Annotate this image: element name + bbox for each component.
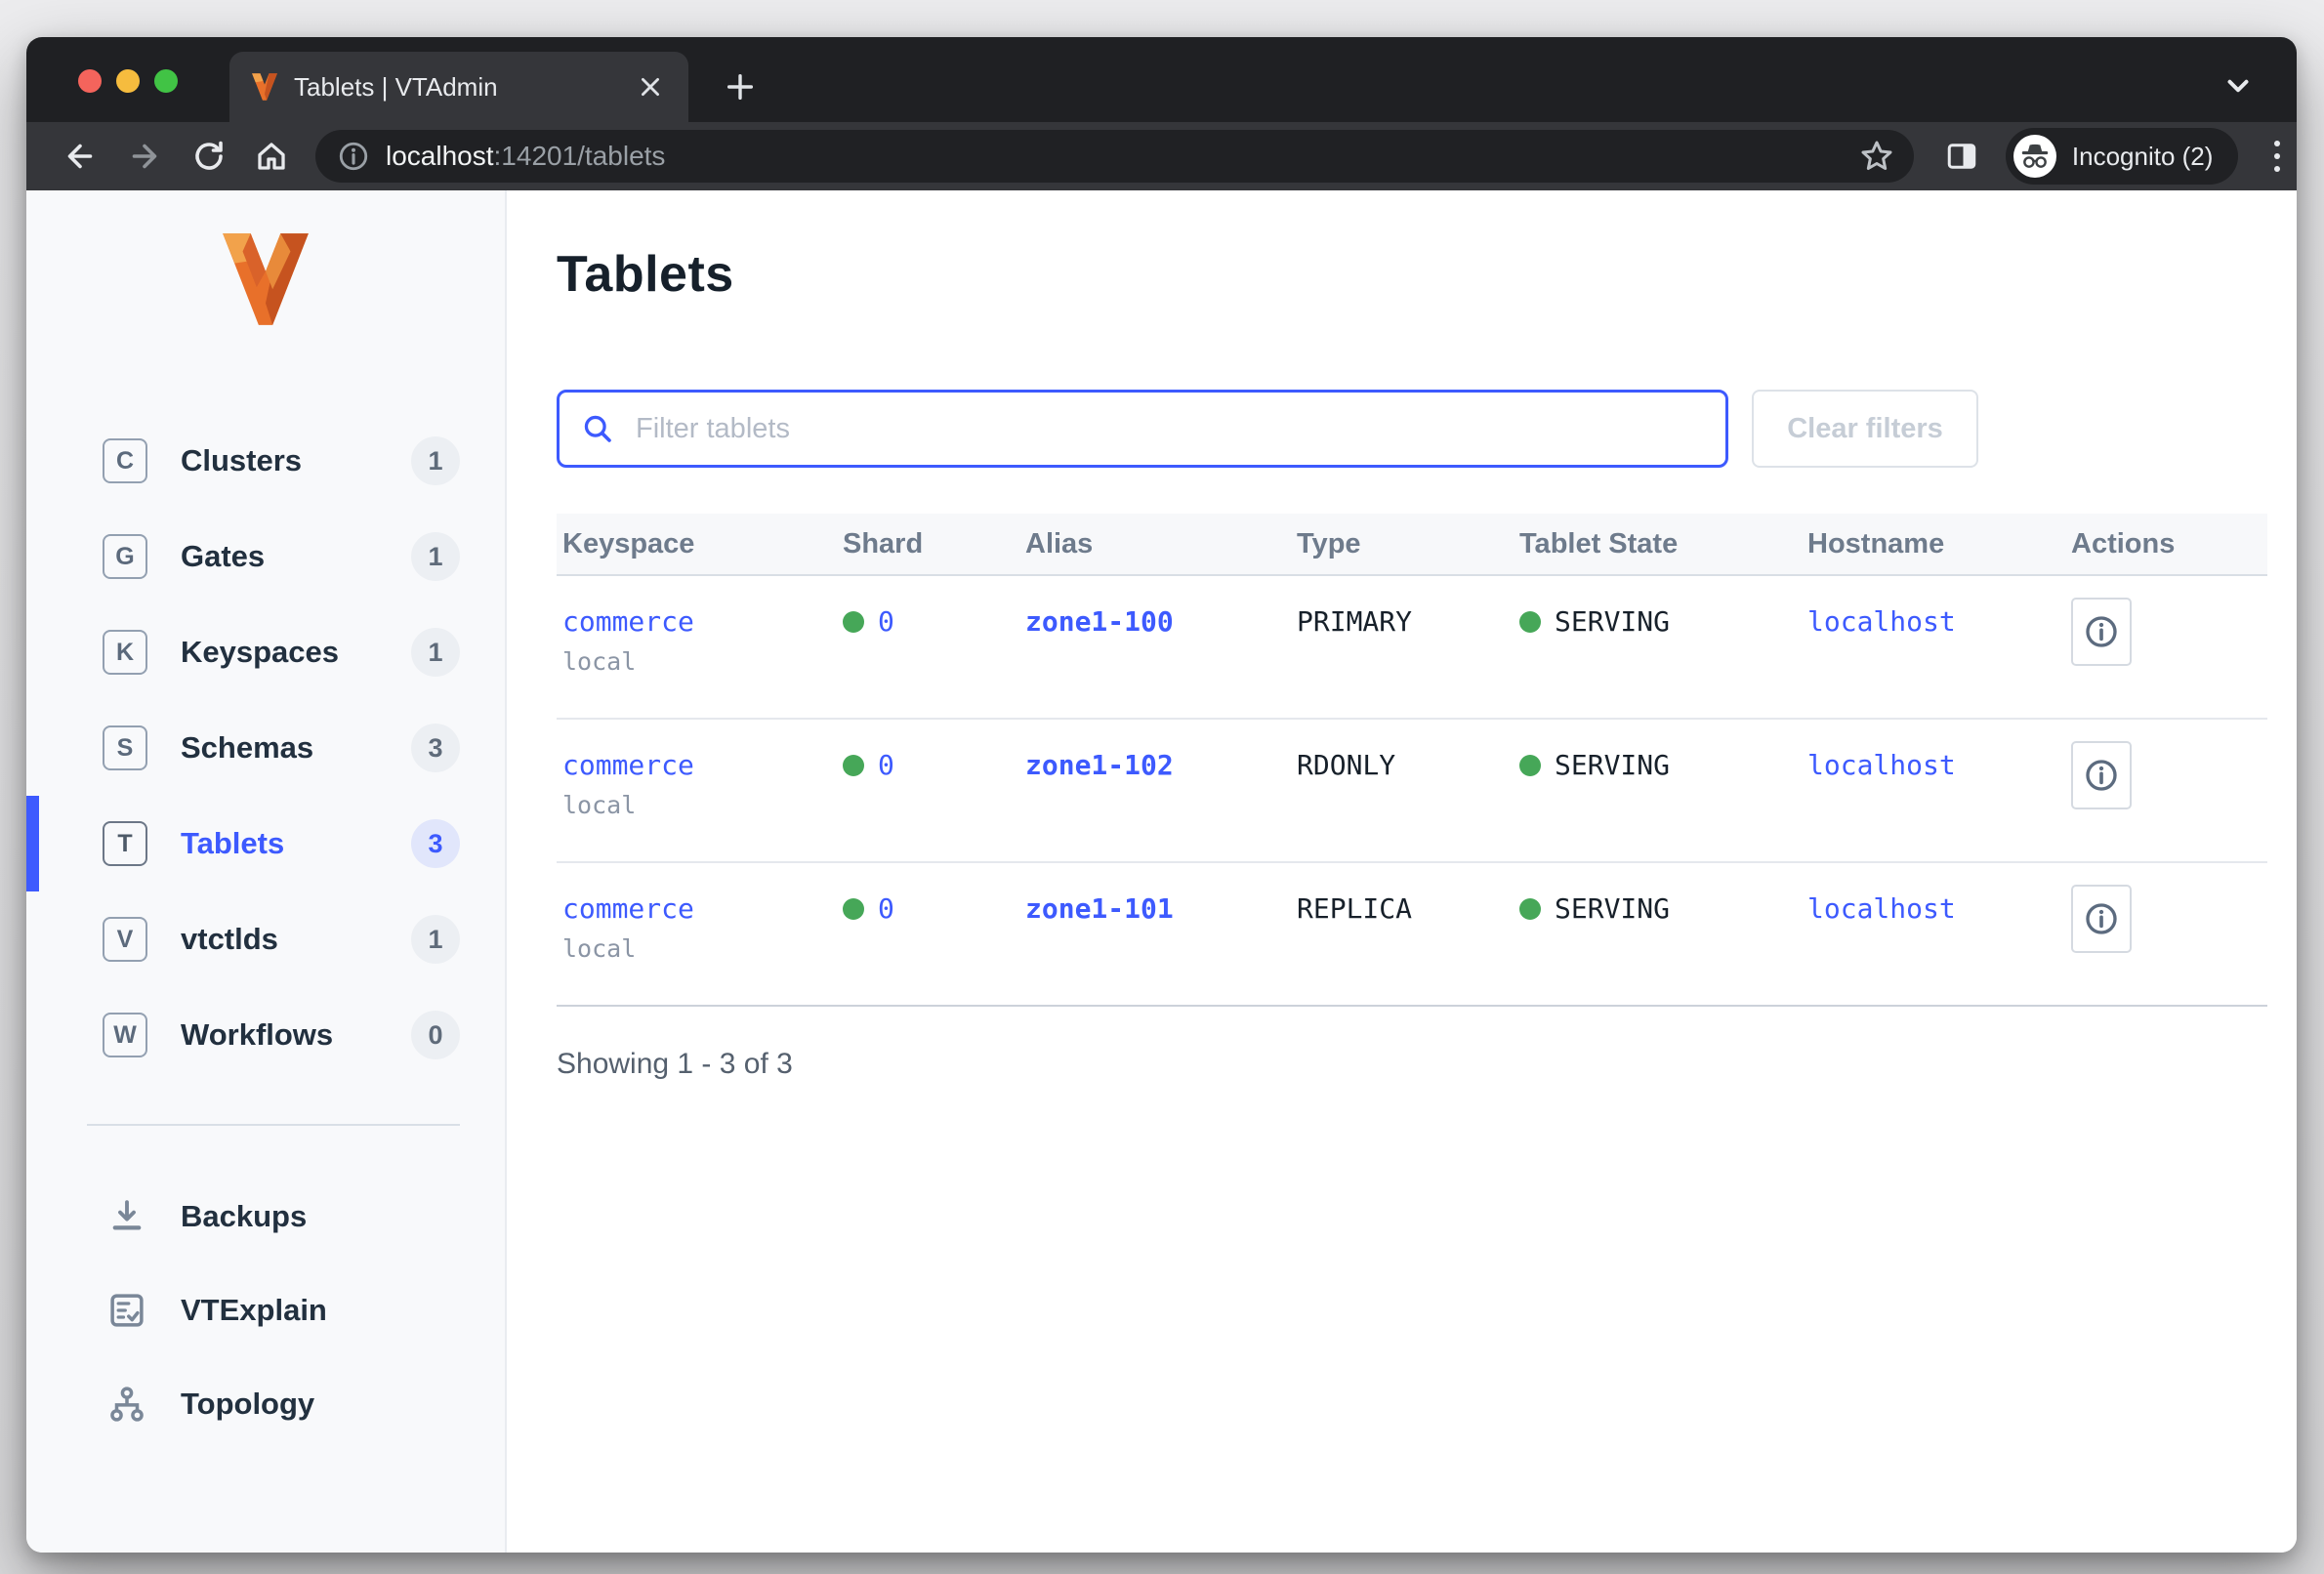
browser-menu-icon[interactable]	[2258, 134, 2297, 179]
hostname-link[interactable]: localhost	[1807, 749, 1956, 781]
state-serving-dot	[1519, 754, 1541, 776]
home-icon[interactable]	[245, 130, 298, 183]
shard-link[interactable]: 0	[878, 749, 894, 781]
workflows-letter-icon: W	[103, 1013, 147, 1057]
incognito-icon	[2013, 135, 2056, 178]
vitess-logo	[223, 233, 309, 325]
topology-graph-icon	[104, 1382, 149, 1427]
tablet-alias-link[interactable]: zone1-102	[1025, 749, 1174, 781]
minimize-window-button[interactable]	[116, 69, 140, 93]
side-panel-icon[interactable]	[1939, 134, 1984, 179]
tab-list-chevron-down-icon[interactable]	[2217, 64, 2260, 107]
tablet-alias-link[interactable]: zone1-101	[1025, 892, 1174, 925]
shard-link[interactable]: 0	[878, 892, 894, 925]
workflows-count-badge: 0	[411, 1011, 460, 1059]
tablet-alias-link[interactable]: zone1-100	[1025, 605, 1174, 638]
sidebar-item-tablets[interactable]: T Tablets 3	[26, 796, 505, 891]
clusters-letter-icon: C	[103, 438, 147, 483]
sidebar-divider	[87, 1124, 460, 1126]
cluster-name: local	[562, 647, 637, 676]
sidebar: C Clusters 1 G Gates 1 K Keyspaces 1 S S…	[26, 190, 507, 1553]
incognito-badge[interactable]: Incognito (2)	[2005, 128, 2239, 185]
vtctlds-letter-icon: V	[103, 917, 147, 962]
tablet-info-button[interactable]	[2071, 741, 2132, 809]
site-info-icon[interactable]	[337, 140, 370, 173]
keyspaces-count-badge: 1	[411, 628, 460, 677]
state-serving-dot	[1519, 610, 1541, 633]
vtctlds-count-badge: 1	[411, 915, 460, 964]
tablet-type: REPLICA	[1291, 863, 1514, 1007]
tablet-info-button[interactable]	[2071, 885, 2132, 953]
vitess-favicon	[252, 73, 277, 101]
sidebar-item-vtexplain[interactable]: VTExplain	[26, 1263, 505, 1357]
keyspace-link[interactable]: commerce	[562, 749, 694, 781]
sidebar-tools: Backups VTExplain Topology	[26, 1170, 505, 1451]
tab-close-icon[interactable]	[634, 70, 667, 104]
schemas-letter-icon: S	[103, 725, 147, 770]
sidebar-item-vtctlds[interactable]: V vtctlds 1	[26, 891, 505, 987]
gates-count-badge: 1	[411, 532, 460, 581]
sidebar-item-keyspaces[interactable]: K Keyspaces 1	[26, 604, 505, 700]
sidebar-item-workflows[interactable]: W Workflows 0	[26, 987, 505, 1083]
tablet-type: PRIMARY	[1291, 576, 1514, 720]
state-serving-dot	[1519, 897, 1541, 920]
browser-toolbar: localhost:14201/tablets Incognito (2)	[26, 122, 2297, 190]
shard-serving-dot	[843, 754, 864, 776]
tablet-state: SERVING	[1555, 892, 1671, 925]
sidebar-item-gates[interactable]: G Gates 1	[26, 509, 505, 604]
keyspaces-letter-icon: K	[103, 630, 147, 675]
filter-tablets-input[interactable]	[557, 390, 1728, 468]
zoom-window-button[interactable]	[154, 69, 178, 93]
cluster-name: local	[562, 791, 637, 819]
sidebar-item-topology[interactable]: Topology	[26, 1357, 505, 1451]
tablets-count-badge: 3	[411, 819, 460, 868]
close-window-button[interactable]	[78, 69, 102, 93]
url-text: localhost:14201/tablets	[386, 141, 666, 171]
tab-title: Tablets | VTAdmin	[294, 71, 498, 102]
tablet-state: SERVING	[1555, 749, 1671, 781]
sidebar-item-schemas[interactable]: S Schemas 3	[26, 700, 505, 796]
reload-icon[interactable]	[183, 130, 235, 183]
main-content: Tablets Clear filters Keyspace Shard Ali…	[507, 190, 2297, 1553]
tablets-table: Keyspace Shard Alias Type Tablet State H…	[557, 514, 2267, 1007]
shard-serving-dot	[843, 897, 864, 920]
clusters-count-badge: 1	[411, 436, 460, 485]
shard-link[interactable]: 0	[878, 605, 894, 638]
clear-filters-button[interactable]: Clear filters	[1752, 390, 1978, 468]
browser-tab[interactable]: Tablets | VTAdmin	[229, 52, 688, 122]
tab-strip: Tablets | VTAdmin	[26, 37, 2297, 122]
explain-list-icon	[104, 1288, 149, 1333]
schemas-count-badge: 3	[411, 724, 460, 772]
traffic-lights	[78, 69, 178, 93]
bookmark-star-icon[interactable]	[1857, 137, 1896, 176]
sidebar-nav: C Clusters 1 G Gates 1 K Keyspaces 1 S S…	[26, 413, 505, 1083]
results-summary: Showing 1 - 3 of 3	[557, 1048, 793, 1080]
tablet-state: SERVING	[1555, 605, 1671, 638]
tablet-type: RDONLY	[1291, 720, 1514, 863]
cluster-name: local	[562, 934, 637, 963]
page-title: Tablets	[557, 246, 734, 303]
url-bar[interactable]: localhost:14201/tablets	[315, 130, 1915, 183]
incognito-label: Incognito (2)	[2071, 141, 2214, 171]
tablets-letter-icon: T	[103, 821, 147, 866]
tablet-info-button[interactable]	[2071, 598, 2132, 666]
sidebar-item-backups[interactable]: Backups	[26, 1170, 505, 1263]
keyspace-link[interactable]: commerce	[562, 605, 694, 638]
new-tab-button[interactable]	[716, 62, 765, 111]
back-icon[interactable]	[54, 130, 106, 183]
shard-serving-dot	[843, 610, 864, 633]
hostname-link[interactable]: localhost	[1807, 605, 1956, 638]
gates-letter-icon: G	[103, 534, 147, 579]
forward-icon[interactable]	[118, 130, 171, 183]
sidebar-item-clusters[interactable]: C Clusters 1	[26, 413, 505, 509]
browser-window: Tablets | VTAdmin	[26, 37, 2297, 1553]
download-icon	[104, 1194, 149, 1239]
hostname-link[interactable]: localhost	[1807, 892, 1956, 925]
keyspace-link[interactable]: commerce	[562, 892, 694, 925]
